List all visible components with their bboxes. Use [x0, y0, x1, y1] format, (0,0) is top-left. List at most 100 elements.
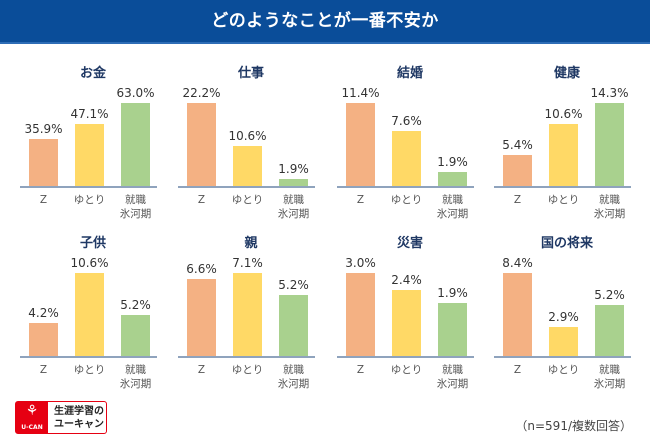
bar — [233, 146, 262, 186]
bar — [75, 124, 104, 186]
data-label: 7.6% — [391, 114, 422, 128]
category-label: 就職 氷河期 — [277, 364, 310, 390]
data-label: 8.4% — [502, 256, 533, 270]
bar — [595, 305, 624, 356]
panel-title: 国の将来 — [540, 236, 593, 251]
bar — [503, 273, 532, 356]
category-label: 就職 氷河期 — [593, 194, 626, 220]
data-label: 10.6% — [544, 107, 583, 121]
category-label: ゆとり — [231, 194, 264, 206]
chart-panel: 仕事 22.2% Z 10.6% ゆとり 1.9% 就職 氷河期 — [176, 62, 326, 227]
category-label: 就職 氷河期 — [119, 364, 152, 390]
chart-panel: お金 35.9% Z 47.1% ゆとり 63.0% 就職 氷河期 — [18, 62, 168, 227]
logo-mark: ⚘ U-CAN — [16, 402, 48, 433]
category-label: ゆとり — [390, 364, 423, 376]
data-label: 3.0% — [345, 256, 376, 270]
chart-panel: 健康 5.4% Z 10.6% ゆとり 14.3% 就職 氷河期 — [492, 62, 642, 227]
chart-panel: 国の将来 8.4% Z 2.9% ゆとり 5.2% 就職 氷河期 — [492, 232, 642, 397]
panel-title: 子供 — [79, 236, 106, 251]
data-label: 2.4% — [391, 273, 422, 287]
logo-mark-text: U-CAN — [21, 424, 43, 431]
bar — [549, 124, 578, 186]
data-label: 14.3% — [590, 86, 629, 100]
bar — [233, 273, 262, 356]
ucan-logo: ⚘ U-CAN 生涯学習の ユーキャン — [15, 401, 107, 434]
data-label: 4.2% — [28, 306, 59, 320]
category-label: 就職 氷河期 — [436, 364, 469, 390]
bar — [438, 172, 467, 186]
bar — [392, 290, 421, 356]
chart-panel: 子供 4.2% Z 10.6% ゆとり 5.2% 就職 氷河期 — [18, 232, 168, 397]
data-label: 1.9% — [278, 162, 309, 176]
data-label: 10.6% — [70, 256, 109, 270]
bar — [29, 323, 58, 356]
logo-text: 生涯学習の ユーキャン — [54, 406, 104, 430]
chart-panel: 親 6.6% Z 7.1% ゆとり 5.2% 就職 氷河期 — [176, 232, 326, 397]
category-label: Z — [513, 194, 522, 206]
data-label: 5.2% — [278, 278, 309, 292]
x-axis-line — [494, 356, 631, 358]
category-label: Z — [39, 194, 48, 206]
bar — [29, 139, 58, 186]
data-label: 35.9% — [24, 122, 63, 136]
data-label: 5.2% — [120, 298, 151, 312]
chart-panel: 災害 3.0% Z 2.4% ゆとり 1.9% 就職 氷河期 — [335, 232, 485, 397]
data-label: 47.1% — [70, 107, 109, 121]
title-bar: どのようなことが一番不安か — [0, 0, 650, 44]
bar — [346, 103, 375, 186]
bar — [503, 155, 532, 186]
chart-title: どのようなことが一番不安か — [211, 11, 439, 31]
bar — [438, 303, 467, 356]
logo-emblem-icon: ⚘ — [25, 403, 39, 419]
bar — [121, 315, 150, 356]
data-label: 63.0% — [116, 86, 155, 100]
data-label: 5.2% — [594, 288, 625, 302]
data-label: 11.4% — [341, 86, 380, 100]
category-label: Z — [356, 364, 365, 376]
x-axis-line — [337, 186, 474, 188]
data-label: 5.4% — [502, 138, 533, 152]
data-label: 7.1% — [232, 256, 263, 270]
data-label: 6.6% — [186, 262, 217, 276]
panel-title: 親 — [244, 236, 258, 251]
x-axis-line — [178, 186, 315, 188]
category-label: ゆとり — [73, 194, 106, 206]
category-label: ゆとり — [231, 364, 264, 376]
category-label: ゆとり — [73, 364, 106, 376]
chart-panel: 結婚 11.4% Z 7.6% ゆとり 1.9% 就職 氷河期 — [335, 62, 485, 227]
sample-note: （n=591/複数回答） — [515, 419, 632, 433]
bar — [392, 131, 421, 186]
bar — [187, 279, 216, 356]
category-label: Z — [356, 194, 365, 206]
category-label: ゆとり — [547, 194, 580, 206]
panel-title: 災害 — [396, 236, 423, 251]
data-label: 2.9% — [548, 310, 579, 324]
panel-title: 仕事 — [237, 66, 264, 81]
category-label: ゆとり — [547, 364, 580, 376]
category-label: Z — [39, 364, 48, 376]
x-axis-line — [337, 356, 474, 358]
bar — [346, 273, 375, 356]
data-label: 1.9% — [437, 286, 468, 300]
x-axis-line — [178, 356, 315, 358]
x-axis-line — [494, 186, 631, 188]
bar — [595, 103, 624, 186]
data-label: 1.9% — [437, 155, 468, 169]
x-axis-line — [20, 186, 157, 188]
data-label: 22.2% — [182, 86, 221, 100]
category-label: Z — [513, 364, 522, 376]
category-label: 就職 氷河期 — [277, 194, 310, 220]
bar — [187, 103, 216, 186]
bar — [549, 327, 578, 356]
bar — [75, 273, 104, 356]
bar — [279, 179, 308, 186]
category-label: 就職 氷河期 — [119, 194, 152, 220]
category-label: Z — [197, 364, 206, 376]
category-label: ゆとり — [390, 194, 423, 206]
category-label: Z — [197, 194, 206, 206]
category-label: 就職 氷河期 — [436, 194, 469, 220]
category-label: 就職 氷河期 — [593, 364, 626, 390]
panel-title: お金 — [79, 66, 106, 81]
data-label: 10.6% — [228, 129, 267, 143]
bar — [279, 295, 308, 356]
